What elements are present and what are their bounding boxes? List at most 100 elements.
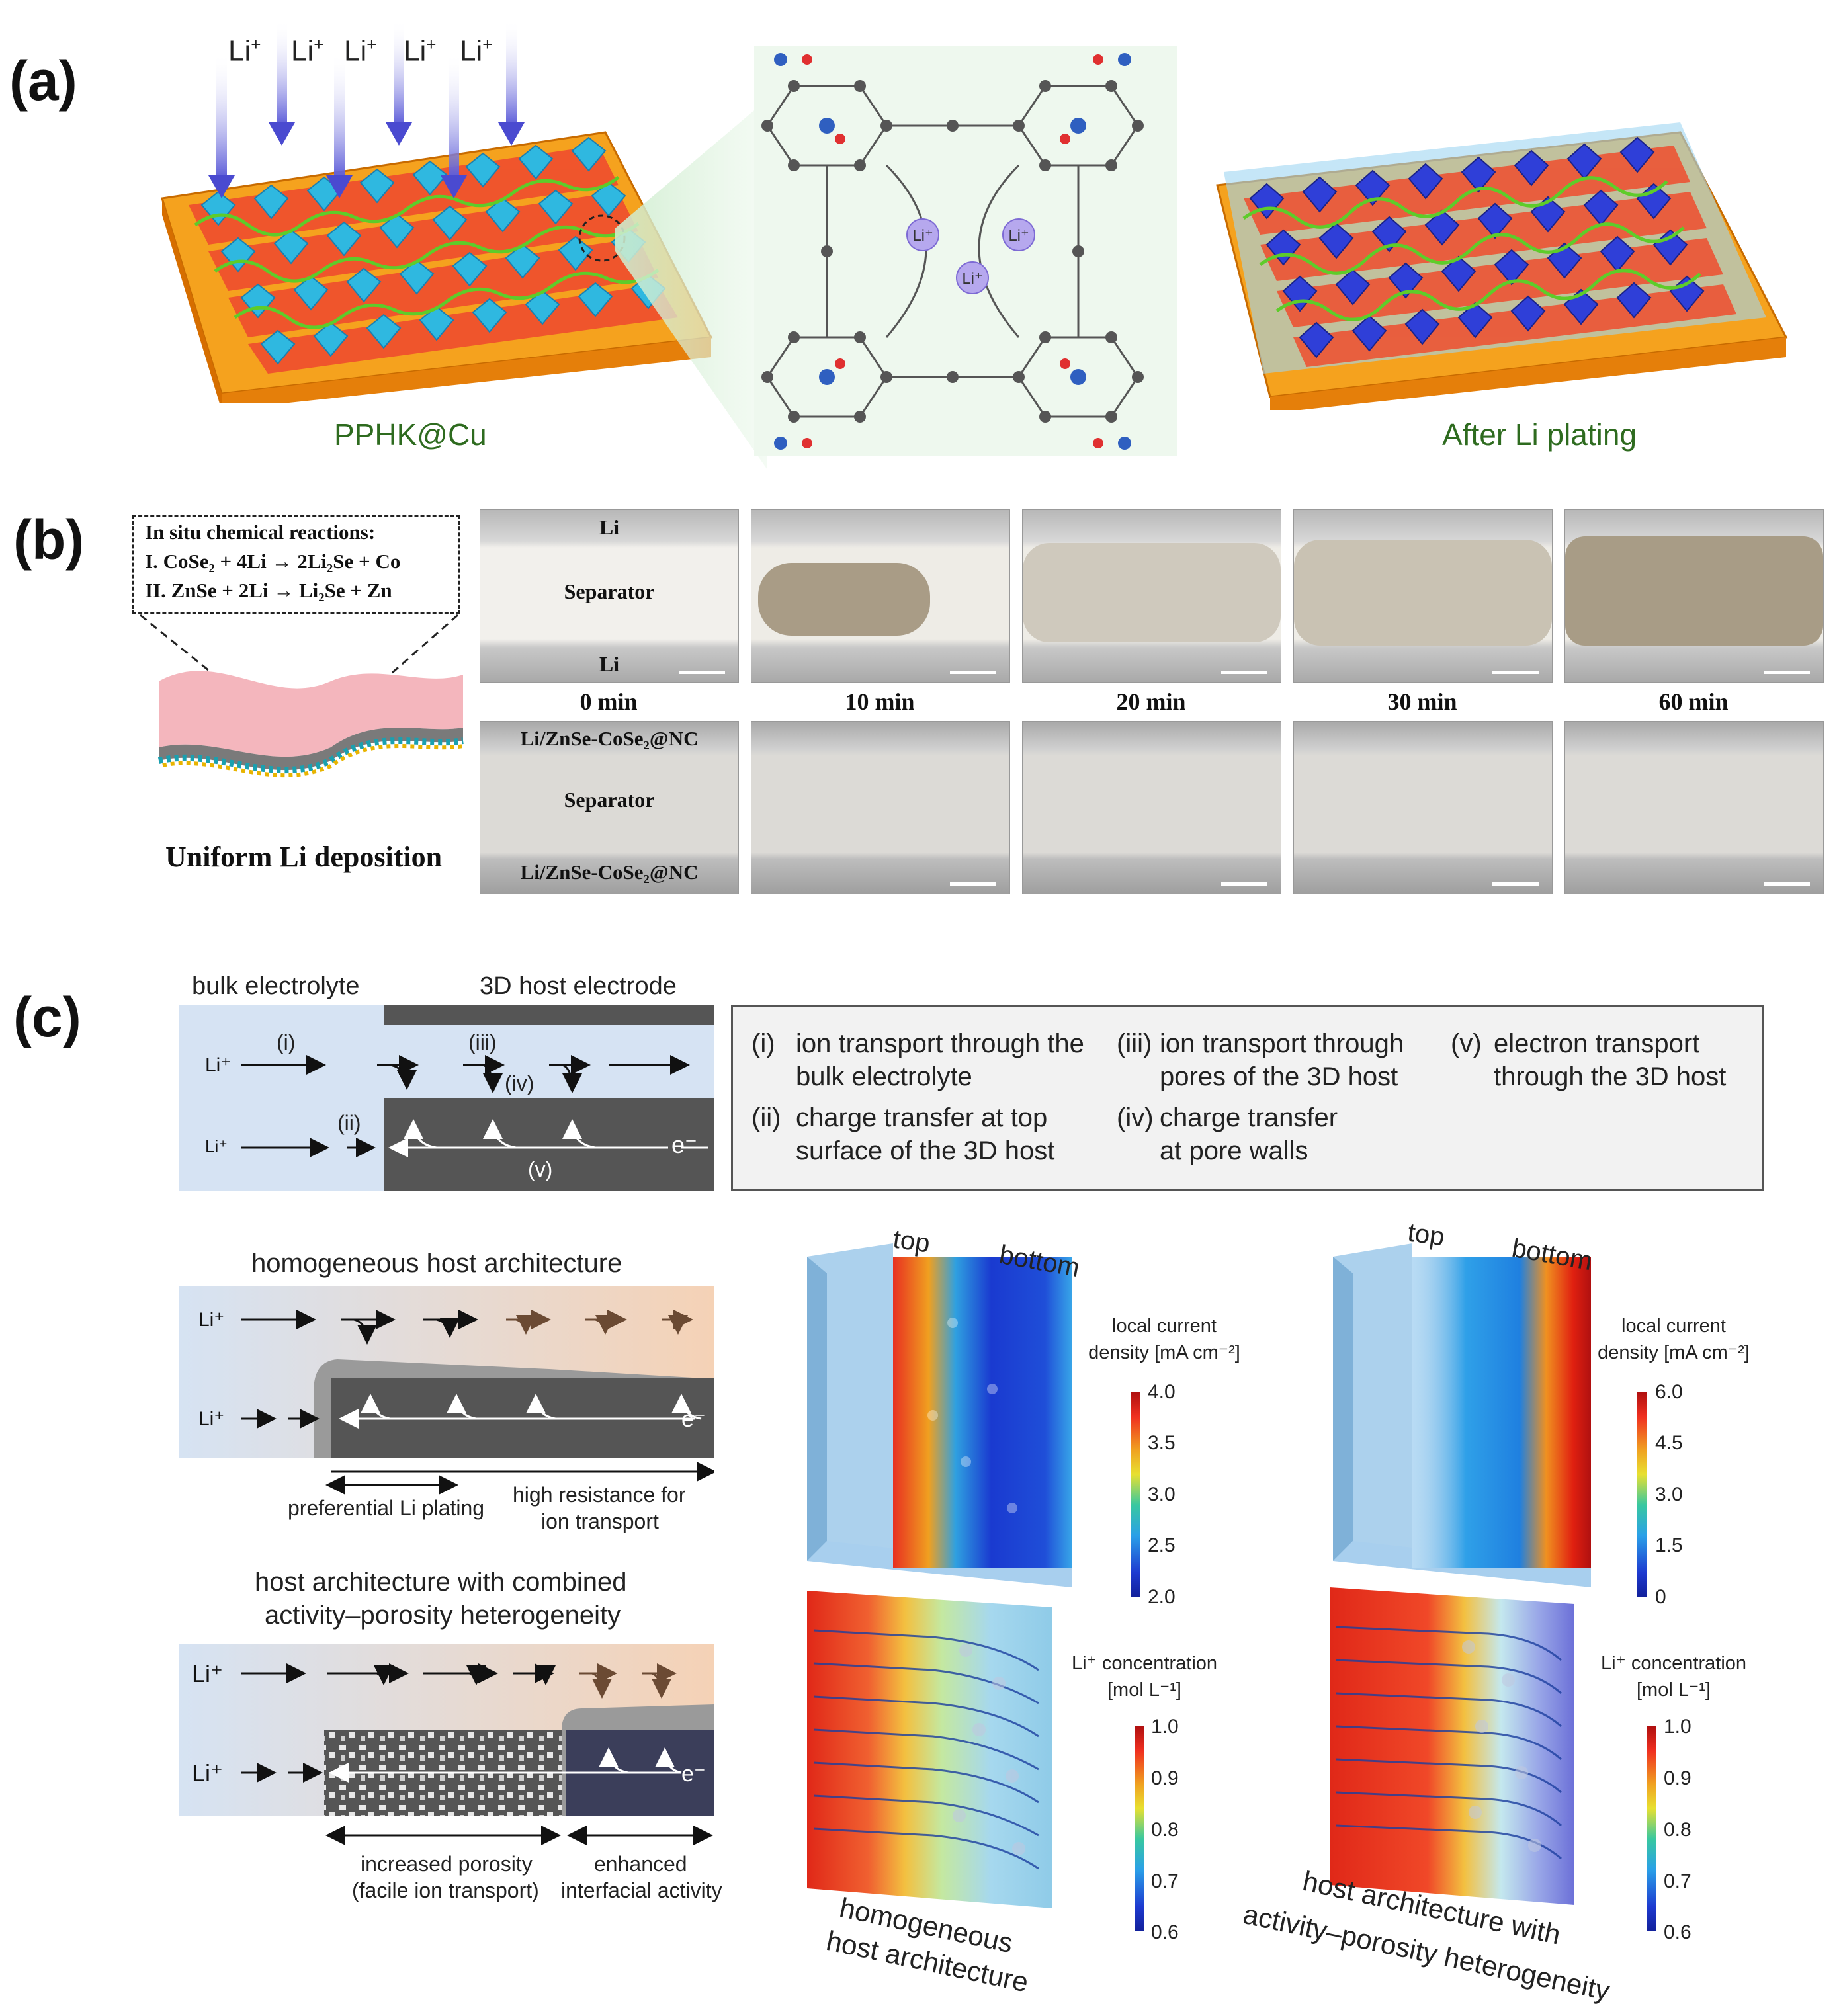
label-iv: (iv): [505, 1071, 535, 1095]
time-label-30: 30 min: [1387, 689, 1457, 715]
photo-label-separator-2: Separator: [564, 788, 655, 812]
legend-iv-line1: charge transfer: [1160, 1103, 1338, 1132]
legend-iii-line2: pores of the 3D host: [1160, 1062, 1398, 1091]
host-electrode-label: 3D host electrode: [480, 972, 677, 1000]
electron-label: e⁻: [671, 1131, 698, 1158]
heterogeneous-schematic: Li⁺ Li⁺ e⁻: [179, 1644, 714, 1845]
mechanism-legend: (i) ion transport through the bulk elect…: [731, 1005, 1764, 1191]
photo-label-li-top: Li: [599, 515, 620, 539]
svg-text:Li⁺: Li⁺: [205, 1054, 231, 1076]
sim-left-conc-title-l2: [mol L⁻¹]: [1107, 1679, 1181, 1701]
legend-iv-line2: at pore walls: [1160, 1136, 1308, 1165]
sim-right-top-label: top: [1406, 1218, 1447, 1252]
li-ion-label-3: Li+: [344, 34, 377, 67]
sim-right-conc-tick-0: 1.0: [1664, 1716, 1691, 1738]
svg-text:e⁻: e⁻: [681, 1761, 706, 1786]
substrate-edge: [222, 337, 711, 403]
li-ion-spheres: Li⁺ Li⁺ Li⁺: [906, 218, 1035, 294]
increased-porosity-note-l1: increased porosity: [361, 1852, 533, 1876]
sim-left-cd-title-l2: density [mA cm⁻²]: [1088, 1342, 1240, 1363]
legend-v-num: (v): [1451, 1029, 1482, 1058]
preferential-plating-note: preferential Li plating: [288, 1496, 485, 1520]
photo-60min-bare: [1564, 509, 1824, 683]
sim-right-cd-title-l1: local current: [1621, 1316, 1726, 1337]
sim-right-conc-tick-2: 0.8: [1664, 1819, 1691, 1841]
homogeneous-title: homogeneous host architecture: [251, 1249, 622, 1278]
uniform-deposition-caption: Uniform Li deposition: [165, 841, 443, 873]
sim-right-conc-title-l1: Li⁺ concentration: [1600, 1653, 1747, 1674]
time-label-10: 10 min: [845, 689, 915, 715]
heterogeneous-title-l1: host architecture with combined: [255, 1568, 627, 1597]
scale-bar: [679, 671, 725, 674]
li-film-top: [159, 671, 463, 757]
label-i: (i): [277, 1030, 296, 1054]
sim-left-conc-tick-0: 1.0: [1151, 1716, 1179, 1738]
photo-20min-bare: [1022, 509, 1281, 683]
sim-left-top-label: top: [891, 1224, 932, 1259]
sim-right-cd-tick-0: 6.0: [1655, 1381, 1683, 1403]
pphk-cu-schematic: [161, 20, 713, 403]
time-label-60: 60 min: [1658, 689, 1729, 715]
photo-label-separator: Separator: [564, 579, 655, 603]
high-resistance-note-l1: high resistance for: [513, 1483, 686, 1507]
time-label-0: 0 min: [579, 689, 638, 715]
increased-porosity-note-l2: (facile ion transport): [352, 1878, 539, 1902]
photo-10min-host: [751, 721, 1010, 894]
sim-heterogeneous-current: [1333, 1243, 1591, 1587]
reaction-title: In situ chemical reactions:: [145, 521, 376, 544]
sim-left-cd-tick-2: 3.0: [1148, 1484, 1176, 1505]
legend-i-line2: bulk electrolyte: [796, 1062, 972, 1091]
label-iii: (iii): [468, 1030, 497, 1054]
legend-v-line1: electron transport: [1494, 1029, 1700, 1058]
sim-right-conc-colorbar: [1647, 1726, 1656, 1931]
sim-right-conc-tick-4: 0.6: [1664, 1921, 1691, 1943]
electrode-cd-homog: [893, 1257, 1072, 1568]
svg-text:Li⁺: Li⁺: [192, 1759, 223, 1786]
zoom-cone: [615, 99, 767, 470]
electrode-cd-hetero: [1412, 1257, 1591, 1568]
legend-ii-line1: charge transfer at top: [796, 1103, 1048, 1132]
pphk-cu-caption: PPHK@Cu: [334, 417, 487, 452]
after-li-plating-caption: After Li plating: [1442, 417, 1637, 452]
panel-c-label: (c): [13, 986, 81, 1048]
sim-right-cd-tick-4: 0: [1655, 1586, 1666, 1608]
svg-text:Li⁺: Li⁺: [192, 1660, 223, 1687]
legend-i-num: (i): [751, 1029, 775, 1058]
red-layer: [189, 146, 678, 374]
photo-0min-bare: Li Separator Li: [480, 509, 739, 683]
reaction-2: II. ZnSe + 2Li → Li₂Se + Zn: [145, 579, 392, 602]
li-ion-label-4: Li+: [404, 34, 437, 67]
photo-30min-host: [1293, 721, 1553, 894]
sim-right-conc-tick-1: 0.9: [1664, 1767, 1691, 1789]
reaction-1: I. CoSe₂ + 4Li → 2Li₂Se + Co: [145, 550, 401, 573]
li-ion-label-5: Li+: [460, 34, 493, 67]
sim-left-cd-tick-1: 3.5: [1148, 1432, 1176, 1454]
li-ion-arrows: [208, 20, 525, 198]
photo-60min-host: [1564, 721, 1824, 894]
svg-text:Li⁺: Li⁺: [962, 270, 982, 288]
legend-ii-line2: surface of the 3D host: [796, 1136, 1055, 1165]
photo-10min-bare: [751, 509, 1010, 683]
sim-right-cd-tick-3: 1.5: [1655, 1534, 1683, 1556]
legend-iii-num: (iii): [1117, 1029, 1152, 1058]
time-label-20: 20 min: [1116, 689, 1186, 715]
svg-text:e⁻: e⁻: [681, 1407, 706, 1432]
sim-left-conc-title-l1: Li⁺ concentration: [1071, 1653, 1218, 1674]
sim-homogeneous-current: [807, 1243, 1072, 1587]
photo-20min-host: [1022, 721, 1281, 894]
legend-ii-num: (ii): [751, 1103, 781, 1132]
legend-iv-num: (iv): [1117, 1103, 1154, 1132]
after-li-plating-schematic: [1216, 122, 1788, 410]
sim-right-conc-tick-3: 0.7: [1664, 1870, 1691, 1892]
legend-iii-line1: ion transport through: [1160, 1029, 1404, 1058]
legend-v-line2: through the 3D host: [1494, 1062, 1727, 1091]
svg-text:Li⁺: Li⁺: [912, 227, 933, 245]
svg-text:Li⁺: Li⁺: [198, 1408, 224, 1430]
li-ion-label-1: Li+: [228, 34, 261, 67]
legend-i-line1: ion transport through the: [796, 1029, 1084, 1058]
label-ii: (ii): [337, 1111, 361, 1135]
photo-30min-bare: [1293, 509, 1553, 683]
svg-text:Li⁺: Li⁺: [198, 1309, 224, 1331]
plated-octahedra: [1249, 136, 1705, 358]
heterogeneous-title-l2: activity–porosity heterogeneity: [265, 1601, 621, 1630]
